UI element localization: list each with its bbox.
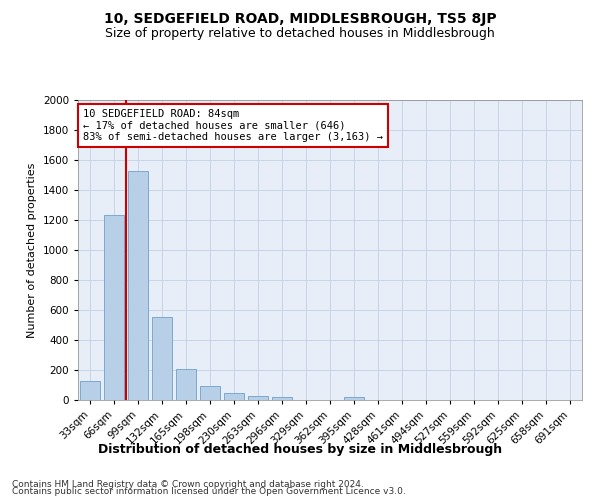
Bar [104, 215, 124, 400]
Text: Distribution of detached houses by size in Middlesbrough: Distribution of detached houses by size … [98, 442, 502, 456]
Bar [344, 397, 364, 400]
Text: 10 SEDGEFIELD ROAD: 84sqm
← 17% of detached houses are smaller (646)
83% of semi: 10 SEDGEFIELD ROAD: 84sqm ← 17% of detac… [83, 109, 383, 142]
Bar [224, 392, 244, 400]
Bar [200, 386, 220, 400]
Text: Contains public sector information licensed under the Open Government Licence v3: Contains public sector information licen… [12, 488, 406, 496]
Bar [248, 396, 268, 400]
Bar [152, 317, 172, 400]
Text: Contains HM Land Registry data © Crown copyright and database right 2024.: Contains HM Land Registry data © Crown c… [12, 480, 364, 489]
Bar [176, 368, 196, 400]
Bar [272, 397, 292, 400]
Y-axis label: Number of detached properties: Number of detached properties [27, 162, 37, 338]
Bar [128, 170, 148, 400]
Bar [80, 380, 100, 400]
Text: 10, SEDGEFIELD ROAD, MIDDLESBROUGH, TS5 8JP: 10, SEDGEFIELD ROAD, MIDDLESBROUGH, TS5 … [104, 12, 496, 26]
Text: Size of property relative to detached houses in Middlesbrough: Size of property relative to detached ho… [105, 28, 495, 40]
